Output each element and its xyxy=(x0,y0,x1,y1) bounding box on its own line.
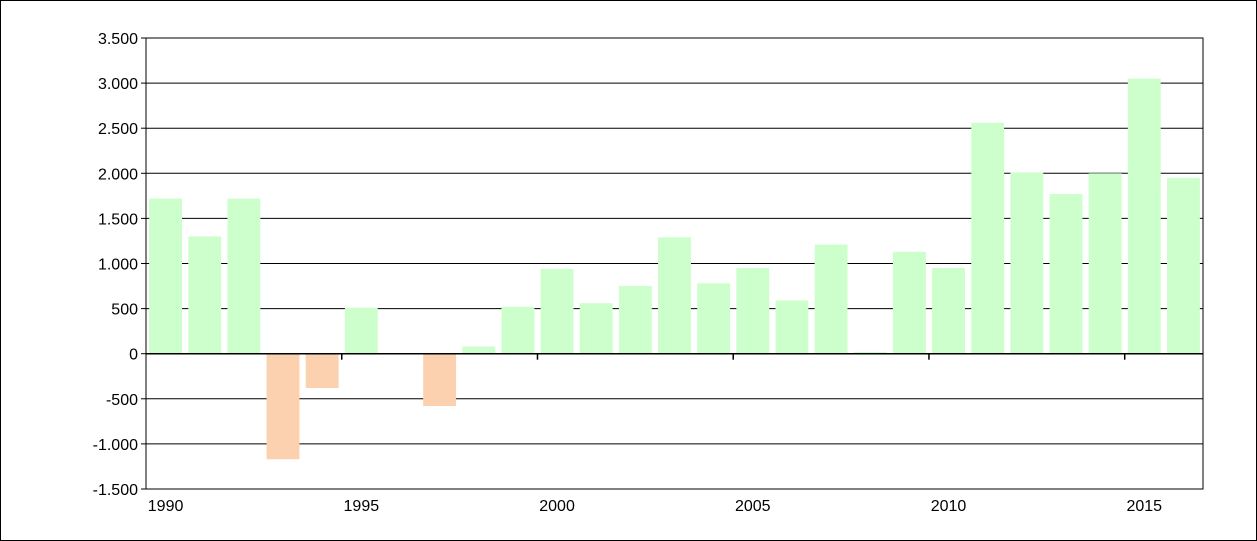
bar xyxy=(814,244,848,354)
bar xyxy=(658,237,691,354)
bar xyxy=(344,307,378,354)
y-tick-label: 3.500 xyxy=(98,31,138,48)
bar xyxy=(892,251,926,354)
x-tick-label: 2000 xyxy=(539,498,575,515)
bar xyxy=(1010,172,1044,354)
bar xyxy=(227,198,261,354)
y-tick-label: 0 xyxy=(129,347,138,364)
y-tick-label: 1.500 xyxy=(98,211,138,228)
y-tick-label: 2.500 xyxy=(98,121,138,138)
bar xyxy=(266,353,300,460)
bar xyxy=(618,286,652,354)
x-tick-label: 2010 xyxy=(931,498,967,515)
bar xyxy=(932,268,965,354)
x-tick-label: 2015 xyxy=(1126,498,1162,515)
bar xyxy=(1049,194,1083,354)
bar xyxy=(1166,177,1200,354)
y-tick-label: -500 xyxy=(106,392,138,409)
x-tick-label: 2005 xyxy=(735,498,771,515)
bar xyxy=(501,306,535,354)
bar xyxy=(775,300,809,354)
y-tick-label: 500 xyxy=(111,302,138,319)
bar xyxy=(1127,78,1161,354)
bar xyxy=(188,236,222,354)
bar xyxy=(149,198,183,354)
bar xyxy=(697,283,731,354)
bar xyxy=(971,122,1005,354)
bar xyxy=(462,346,496,354)
x-tick-label: 1990 xyxy=(148,498,184,515)
y-tick-label: 3.000 xyxy=(98,76,138,93)
plot-area-border xyxy=(145,37,1204,490)
bar xyxy=(1088,173,1122,354)
bar xyxy=(853,351,887,354)
y-tick-label: -1.000 xyxy=(93,437,138,454)
y-tick-label: 2.000 xyxy=(98,166,138,183)
y-tick-label: 1.000 xyxy=(98,257,138,274)
bar xyxy=(540,268,574,354)
bar xyxy=(579,303,613,354)
bar xyxy=(305,353,339,388)
bar xyxy=(423,353,457,407)
bar xyxy=(736,268,770,354)
x-tick-label: 1995 xyxy=(344,498,380,515)
y-tick-label: -1.500 xyxy=(93,482,138,499)
